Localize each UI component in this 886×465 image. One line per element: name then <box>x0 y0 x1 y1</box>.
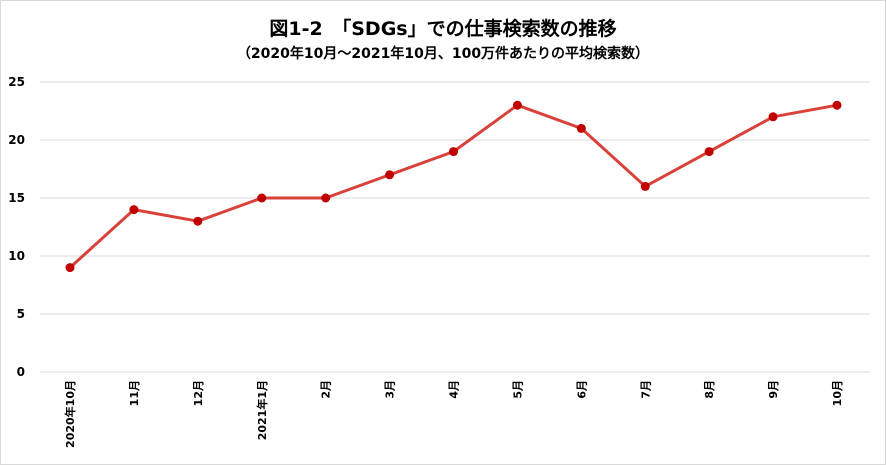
y-tick-label: 15 <box>8 191 25 205</box>
data-point <box>832 100 842 110</box>
data-point <box>449 147 458 157</box>
chart-subtitle: （2020年10月～2021年10月、100万件あたりの平均検索数） <box>236 46 650 62</box>
data-point <box>257 193 267 203</box>
x-tick-label: 11月 <box>128 380 141 406</box>
data-point <box>193 216 203 226</box>
data-point <box>576 123 586 133</box>
x-tick-label: 7月 <box>639 380 652 399</box>
x-axis-ticks: 2020年10月 11月 12月 2021年1月 2月 3月 4月 5月 6月 7月 8月 9月 10月 <box>63 380 844 448</box>
y-tick-label: 5 <box>17 307 25 321</box>
data-point <box>640 181 650 191</box>
x-tick-label: 4月 <box>448 380 461 399</box>
x-tick-label: 12月 <box>192 380 205 406</box>
x-tick-label: 10月 <box>831 380 844 406</box>
x-tick-label: 5月 <box>511 380 524 399</box>
y-tick-label: 20 <box>8 133 25 147</box>
data-point <box>512 100 522 110</box>
x-tick-label: 2020年10月 <box>63 380 77 448</box>
y-tick-label: 10 <box>8 249 25 263</box>
x-tick-label: 8月 <box>703 380 716 399</box>
data-point <box>704 147 714 157</box>
gridlines <box>40 81 870 373</box>
x-tick-label: 9月 <box>767 380 780 399</box>
data-point <box>768 112 778 122</box>
x-tick-label: 6月 <box>575 380 588 399</box>
y-axis-ticks: 0 5 10 15 20 25 <box>8 75 25 379</box>
data-point <box>65 263 75 273</box>
x-tick-label: 2021年1月 <box>255 380 269 440</box>
y-tick-label: 0 <box>17 365 25 379</box>
chart-title: 図1-2 「SDGs」での仕事検索数の推移 <box>269 18 617 40</box>
data-series <box>65 100 842 273</box>
x-tick-label: 2月 <box>320 380 333 399</box>
data-point <box>385 170 395 180</box>
y-tick-label: 25 <box>8 75 25 89</box>
data-point <box>321 193 331 203</box>
series-line <box>68 103 838 269</box>
data-point <box>129 205 139 215</box>
x-tick-label: 3月 <box>384 380 397 399</box>
